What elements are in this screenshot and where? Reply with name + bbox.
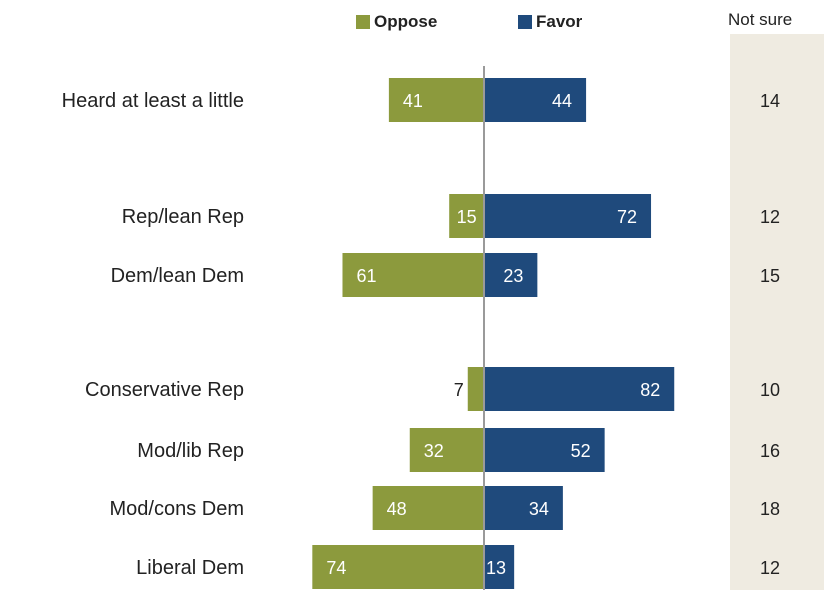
favor-value-heard-at-least-a-little: 44 bbox=[552, 91, 572, 111]
oppose-value-dem-lean-dem: 61 bbox=[356, 266, 376, 286]
favor-value-mod-cons-dem: 34 bbox=[529, 499, 549, 519]
not-sure-value-mod-cons-dem: 18 bbox=[760, 499, 780, 519]
not-sure-value-rep-lean-rep: 12 bbox=[760, 207, 780, 227]
oppose-bar-rep-lean-rep bbox=[449, 194, 484, 238]
legend-oppose-label: Oppose bbox=[374, 12, 438, 31]
legend-oppose: Oppose bbox=[356, 12, 437, 32]
favor-bar-conservative-rep bbox=[484, 367, 675, 411]
oppose-bar-conservative-rep bbox=[467, 367, 484, 411]
favor-bar-heard-at-least-a-little bbox=[484, 78, 587, 122]
favor-bar-liberal-dem bbox=[484, 545, 515, 589]
oppose-bar-heard-at-least-a-little bbox=[388, 78, 484, 122]
oppose-bar-mod-lib-rep bbox=[409, 428, 484, 472]
category-label-rep-lean-rep: Rep/lean Rep bbox=[122, 206, 244, 228]
not-sure-value-dem-lean-dem: 15 bbox=[760, 266, 780, 286]
favor-value-conservative-rep: 82 bbox=[640, 380, 660, 400]
favor-bar-mod-cons-dem bbox=[484, 486, 563, 530]
legend-favor-swatch bbox=[518, 15, 532, 29]
favor-bar-dem-lean-dem bbox=[484, 253, 538, 297]
favor-bar-mod-lib-rep bbox=[484, 428, 605, 472]
favor-value-mod-lib-rep: 52 bbox=[571, 441, 591, 461]
oppose-value-rep-lean-rep: 15 bbox=[457, 207, 477, 227]
category-label-dem-lean-dem: Dem/lean Dem bbox=[111, 265, 244, 287]
not-sure-value-mod-lib-rep: 16 bbox=[760, 441, 780, 461]
favor-value-dem-lean-dem: 23 bbox=[503, 266, 523, 286]
category-label-heard-at-least-a-little: Heard at least a little bbox=[62, 90, 244, 112]
favor-bar-rep-lean-rep bbox=[484, 194, 652, 238]
oppose-value-mod-cons-dem: 48 bbox=[387, 499, 407, 519]
legend-favor: Favor bbox=[518, 12, 582, 32]
legend-oppose-swatch bbox=[356, 15, 370, 29]
oppose-bar-mod-cons-dem bbox=[372, 486, 484, 530]
category-label-liberal-dem: Liberal Dem bbox=[136, 557, 244, 579]
not-sure-header: Not sure bbox=[728, 10, 793, 29]
not-sure-value-liberal-dem: 12 bbox=[760, 558, 780, 578]
not-sure-value-conservative-rep: 10 bbox=[760, 380, 780, 400]
category-label-conservative-rep: Conservative Rep bbox=[85, 379, 244, 401]
favor-value-rep-lean-rep: 72 bbox=[617, 207, 637, 227]
category-label-mod-lib-rep: Mod/lib Rep bbox=[137, 440, 244, 462]
legend-favor-label: Favor bbox=[536, 12, 583, 31]
oppose-value-heard-at-least-a-little: 41 bbox=[403, 91, 423, 111]
oppose-bar-dem-lean-dem bbox=[342, 253, 484, 297]
oppose-value-mod-lib-rep: 32 bbox=[424, 441, 444, 461]
favor-value-liberal-dem: 13 bbox=[486, 558, 506, 578]
oppose-bar-liberal-dem bbox=[312, 545, 484, 589]
category-label-mod-cons-dem: Mod/cons Dem bbox=[110, 498, 245, 520]
oppose-value-conservative-rep: 7 bbox=[454, 380, 464, 400]
oppose-value-liberal-dem: 74 bbox=[326, 558, 346, 578]
not-sure-column-background bbox=[730, 34, 824, 590]
not-sure-value-heard-at-least-a-little: 14 bbox=[760, 91, 780, 111]
